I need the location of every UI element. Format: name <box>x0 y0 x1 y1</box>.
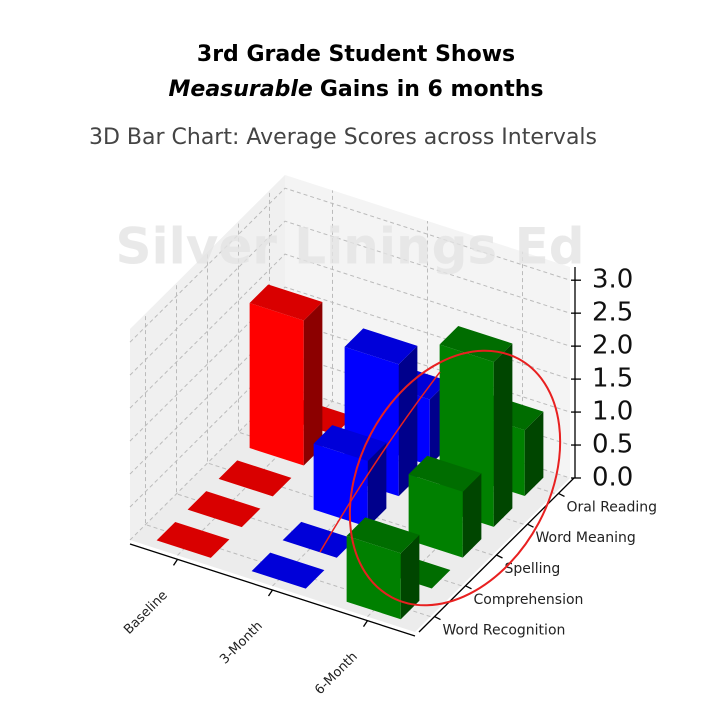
z-tick-label: 0.0 <box>592 463 633 493</box>
bar-side <box>400 534 420 620</box>
bar-side <box>398 345 418 497</box>
y-tick <box>496 554 503 559</box>
x-tick <box>362 620 369 628</box>
bar-top <box>187 491 261 528</box>
bar-side <box>524 411 544 497</box>
bar-side <box>493 343 513 527</box>
grid-line <box>129 286 571 442</box>
x-tick <box>172 558 179 566</box>
bar-top <box>346 517 420 554</box>
y-tick <box>527 523 534 528</box>
bar-side <box>462 473 482 558</box>
title-rest: Gains in 6 months <box>320 77 544 102</box>
z-tick-label: 0.5 <box>592 430 633 460</box>
bar-side <box>303 301 323 466</box>
bar <box>156 521 230 558</box>
y-tick <box>558 492 565 497</box>
bar <box>408 455 482 558</box>
bar-top <box>439 326 513 363</box>
x-tick-label: 6-Month <box>312 649 361 698</box>
bar <box>187 491 261 528</box>
bar <box>346 517 420 620</box>
bar-front <box>313 443 368 527</box>
bar-front <box>346 535 401 620</box>
grid-line <box>129 220 571 376</box>
bar-top <box>344 328 418 365</box>
y-tick-label: Word Meaning <box>536 530 636 546</box>
bar <box>218 460 292 497</box>
bar-front <box>249 302 304 466</box>
bar-top <box>408 455 482 492</box>
bar-top <box>249 284 323 321</box>
z-tick-label: 3.0 <box>592 265 633 295</box>
y-tick <box>434 616 441 621</box>
title-line1: 3rd Grade Student Shows <box>197 42 515 67</box>
grid-line <box>129 253 571 409</box>
x-tick-label: Baseline <box>121 588 171 638</box>
z-tick-label: 1.0 <box>592 397 633 427</box>
bar <box>282 521 356 558</box>
x-tick-label: 3-Month <box>217 619 266 668</box>
bar <box>313 425 387 527</box>
annotation <box>319 349 562 607</box>
watermark: Silver Linings Ed <box>115 218 584 276</box>
bar-top <box>313 425 387 462</box>
bar-side <box>367 442 387 527</box>
bar-front <box>408 474 463 558</box>
grid-line <box>207 252 493 556</box>
plot: 0.00.51.01.52.02.53.0 Baseline 3-Month 6-Mo… <box>115 175 657 698</box>
z-tick-label: 1.5 <box>592 364 633 394</box>
bar-top <box>282 521 356 558</box>
bar-top <box>156 521 230 558</box>
y-tick <box>465 585 472 590</box>
bar <box>251 552 325 589</box>
x-tick <box>267 589 274 597</box>
annotation-ellipse <box>348 349 562 607</box>
z-tick-label: 2.5 <box>592 298 633 328</box>
y-tick-label: Word Recognition <box>443 623 566 639</box>
grid-line <box>145 313 431 618</box>
y-tick-label: Comprehension <box>474 592 584 608</box>
bar <box>249 284 323 466</box>
chart-subtitle: 3D Bar Chart: Average Scores across Inte… <box>89 125 597 150</box>
z-tick-label: 2.0 <box>592 331 633 361</box>
bar-top <box>218 460 292 497</box>
grid-line <box>129 187 571 343</box>
left-pane <box>130 175 285 540</box>
annotation-stroke <box>319 371 441 553</box>
y-tick-label: Oral Reading <box>567 499 658 515</box>
title-emphasis: Measurable <box>169 77 313 102</box>
bar-top <box>251 552 325 589</box>
title-line2: Measurable Gains in 6 months <box>169 77 544 102</box>
y-tick-label: Spelling <box>505 561 561 577</box>
